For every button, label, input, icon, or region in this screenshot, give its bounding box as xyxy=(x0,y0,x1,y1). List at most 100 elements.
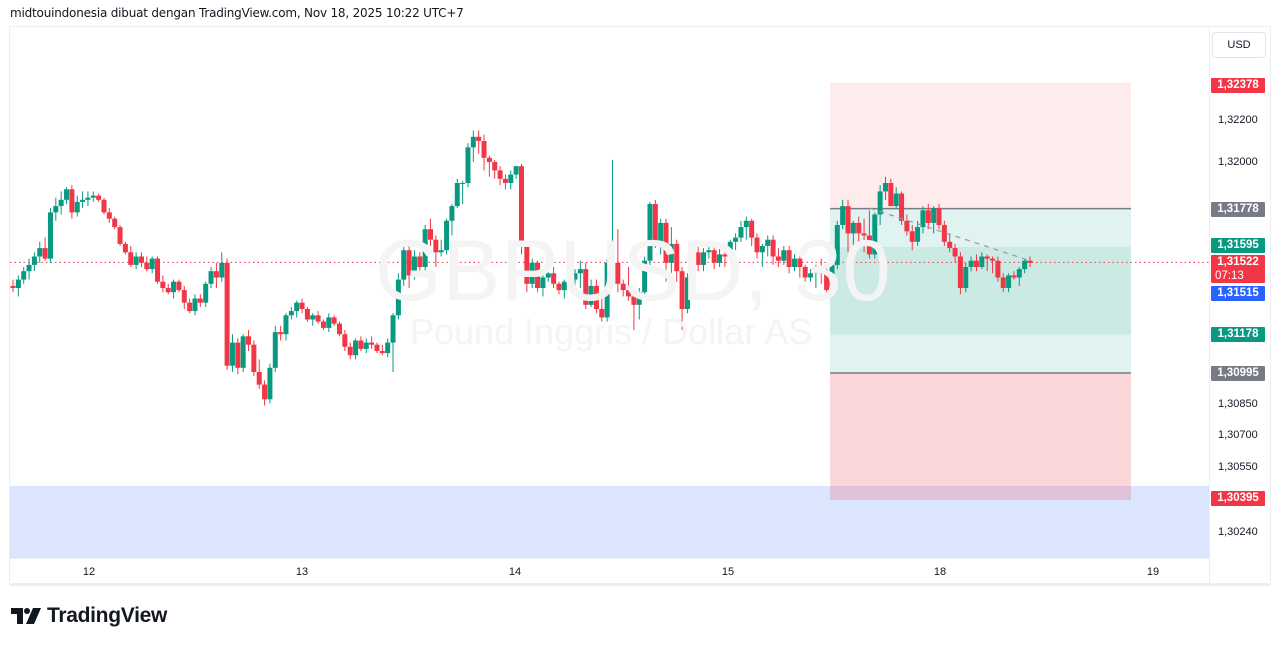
candlestick-chart[interactable] xyxy=(10,27,1209,558)
candle-body xyxy=(438,250,444,253)
candle-body xyxy=(829,264,835,291)
candle-body xyxy=(15,279,21,288)
candle-body xyxy=(122,243,128,253)
candle-body xyxy=(626,290,632,297)
chart-frame xyxy=(9,26,1271,584)
candle-body xyxy=(818,267,824,274)
candle-body xyxy=(749,220,755,238)
candle-body xyxy=(711,250,717,263)
candle-body xyxy=(840,206,846,225)
candle-body xyxy=(449,206,455,221)
time-tick-label: 15 xyxy=(721,566,735,578)
candle-body xyxy=(893,193,899,207)
candle-body xyxy=(171,281,177,293)
candle-body xyxy=(679,271,685,309)
time-tick-label: 18 xyxy=(933,566,947,578)
price-tick-label: 1,32200 xyxy=(1218,114,1258,126)
candle-body xyxy=(952,248,958,257)
candle-body xyxy=(722,254,728,257)
candle-body xyxy=(690,252,696,278)
candle-body xyxy=(984,256,990,259)
candle-body xyxy=(138,256,144,263)
tradingview-logo-text: TradingView xyxy=(47,604,168,627)
candle-body xyxy=(861,233,867,236)
candle-body xyxy=(850,222,856,234)
candle-body xyxy=(390,315,396,343)
candle-body xyxy=(74,201,80,213)
candle-body xyxy=(973,260,979,267)
candle-body xyxy=(620,283,626,291)
price-badge: 1,31778 xyxy=(1211,201,1265,217)
candle-body xyxy=(508,174,514,183)
candle-body xyxy=(187,302,193,312)
candle-body xyxy=(1011,275,1017,278)
candle-body xyxy=(754,237,760,253)
chart-plot-area[interactable]: GBPUSD, 30 Pound Inggris / Dollar AS xyxy=(10,27,1209,558)
candle-body xyxy=(925,210,931,223)
candle-body xyxy=(481,141,487,158)
candle-body xyxy=(733,237,739,242)
candle-body xyxy=(197,298,203,303)
candle-body xyxy=(310,315,316,320)
time-axis[interactable]: 12 13 14 15 18 19 xyxy=(10,558,1209,585)
candle-body xyxy=(808,273,814,278)
candle-body xyxy=(642,260,648,293)
price-badge: 1,32378 xyxy=(1211,77,1265,93)
candle-body xyxy=(144,262,150,270)
target-zone-upper xyxy=(830,82,1131,209)
profit-zone xyxy=(830,208,1131,374)
candle-body xyxy=(765,239,771,246)
price-axis[interactable] xyxy=(1209,27,1272,585)
candle-body xyxy=(888,183,894,207)
candle-body xyxy=(288,311,294,316)
candle-body xyxy=(363,342,369,349)
candle-body xyxy=(941,225,947,242)
candle-body xyxy=(572,273,578,280)
candle-body xyxy=(465,147,471,183)
candle-body xyxy=(47,212,53,259)
candle-body xyxy=(615,262,621,284)
price-badge: 1,31178 xyxy=(1211,326,1265,342)
candle-body xyxy=(1022,260,1028,270)
time-axis-border xyxy=(9,584,1271,586)
candle-body xyxy=(224,262,230,366)
candle-body xyxy=(845,206,851,234)
candle-body xyxy=(165,288,171,293)
currency-button[interactable]: USD xyxy=(1212,32,1266,58)
candle-body xyxy=(470,136,476,148)
candle-body xyxy=(931,208,937,223)
candle-body xyxy=(229,342,235,366)
trade-path-line xyxy=(869,207,1031,262)
candle-body xyxy=(342,334,348,347)
candle-body xyxy=(326,317,332,328)
candle-body xyxy=(604,262,610,318)
candle-body xyxy=(486,157,492,162)
candle-body xyxy=(824,273,830,291)
candle-body xyxy=(262,384,268,400)
price-badge: 1,31595 xyxy=(1211,237,1265,253)
candle-body xyxy=(743,220,749,228)
stop-zone xyxy=(830,373,1131,500)
candle-body xyxy=(304,309,310,320)
price-badge: 1,31515 xyxy=(1211,285,1265,301)
candle-body xyxy=(1006,275,1012,288)
tradingview-logo[interactable]: TradingView xyxy=(11,604,167,628)
candle-body xyxy=(497,170,503,179)
candle-body xyxy=(278,332,284,335)
candle-body xyxy=(358,340,364,349)
candle-body xyxy=(877,191,883,215)
candle-body xyxy=(684,277,690,309)
candle-body xyxy=(444,220,450,251)
candle-body xyxy=(272,332,278,368)
candle-body xyxy=(856,222,862,234)
candle-body xyxy=(454,183,460,207)
candle-body xyxy=(213,271,219,278)
chart-attribution: midtouindonesia dibuat dengan TradingVie… xyxy=(10,6,464,20)
candle-body xyxy=(588,285,594,305)
candle-body xyxy=(422,229,428,267)
candle-body xyxy=(727,241,733,257)
candle-body xyxy=(401,250,407,280)
candle-body xyxy=(556,283,562,291)
candle-body xyxy=(668,243,674,263)
candle-body xyxy=(647,204,653,261)
